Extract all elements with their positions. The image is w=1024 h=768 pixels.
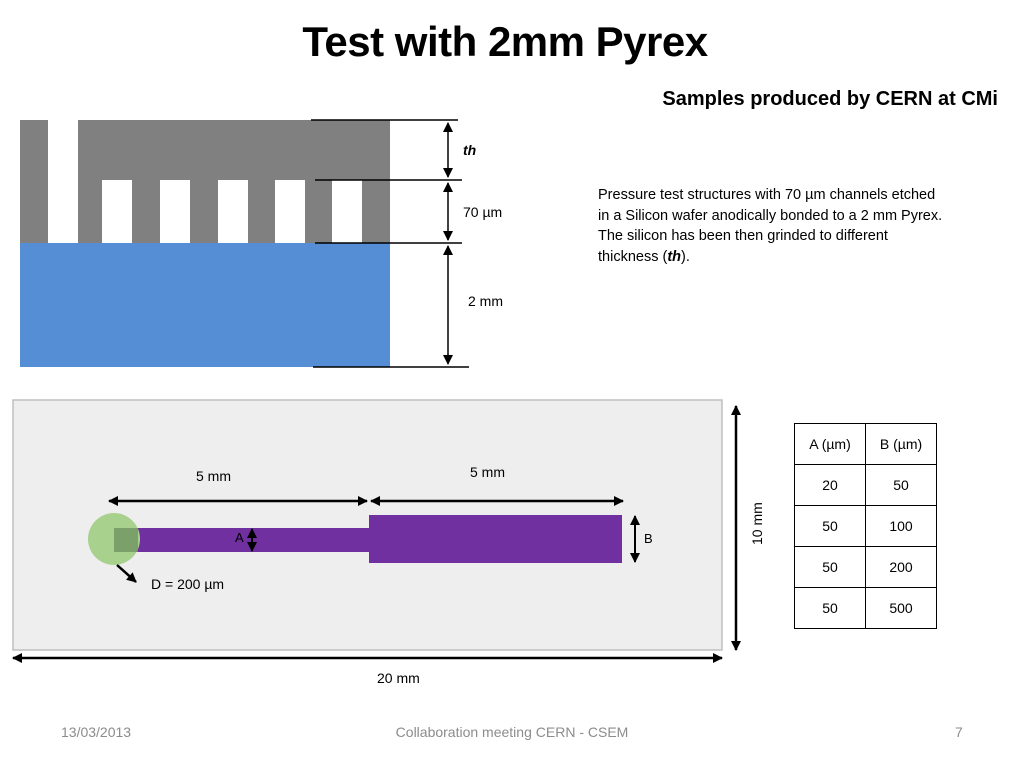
footer-date: 13/03/2013 <box>61 724 132 740</box>
inlet-hole <box>48 120 78 243</box>
left-length-label: 5 mm <box>196 468 231 484</box>
channel <box>332 180 362 243</box>
right-length-label: 5 mm <box>470 464 505 480</box>
table-cell: 200 <box>865 546 937 588</box>
table-cell: 100 <box>865 505 937 547</box>
slide-title: Test with 2mm Pyrex <box>302 18 708 65</box>
wide-channel <box>369 515 622 563</box>
channel <box>102 180 132 243</box>
width-label: 20 mm <box>377 670 420 686</box>
description-text: Pressure test structures with 70 µm chan… <box>598 187 943 265</box>
table-header-a: A (µm) <box>794 423 866 465</box>
table-row: 50 200 <box>794 546 937 588</box>
diameter-pointer-arrow <box>116 564 137 583</box>
pyrex-thickness-label: 2 mm <box>468 293 503 309</box>
footer-page-number: 7 <box>955 724 963 740</box>
narrow-channel <box>113 528 369 552</box>
table-cell: 50 <box>794 546 866 588</box>
footer-event: Collaboration meeting CERN - CSEM <box>395 724 629 740</box>
table-row: 20 50 <box>794 464 937 506</box>
table-cell: 20 <box>794 464 866 506</box>
b-label: B <box>644 531 653 546</box>
channel <box>275 180 305 243</box>
table-cell: 50 <box>794 505 866 547</box>
silicon-layer <box>20 120 390 243</box>
th-label: th <box>463 142 476 158</box>
table-row: 50 500 <box>794 587 937 629</box>
table-header-b: B (µm) <box>865 423 937 465</box>
top-view-diagram: 5 mm 5 mm A B D = 200 µm 10 mm 20 mm <box>12 399 765 686</box>
slide-subtitle: Samples produced by CERN at CMi <box>662 88 998 110</box>
table-header-row: A (µm) B (µm) <box>794 423 937 465</box>
channel-depth-label: 70 µm <box>463 204 502 220</box>
table-cell: 50 <box>865 464 937 506</box>
table-cell: 500 <box>865 587 937 629</box>
height-label: 10 mm <box>749 502 765 545</box>
diameter-label: D = 200 µm <box>151 576 224 592</box>
table-cell: 50 <box>794 587 866 629</box>
inlet-overlap <box>114 528 138 552</box>
table-row: 50 100 <box>794 505 937 547</box>
pyrex-layer <box>20 243 390 367</box>
a-label: A <box>235 530 244 545</box>
dimension-table: A (µm) B (µm) 20 50 50 100 50 200 50 500 <box>794 423 937 629</box>
channel <box>218 180 248 243</box>
channel <box>160 180 190 243</box>
cross-section-diagram: th 70 µm 2 mm <box>20 119 503 368</box>
